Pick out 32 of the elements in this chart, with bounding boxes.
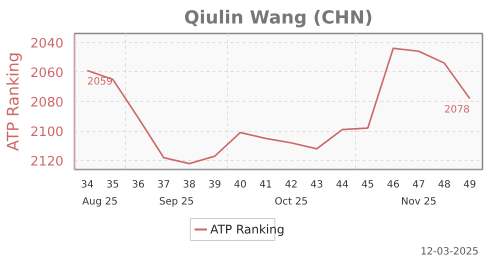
x-tick-label: 42 [284, 180, 298, 190]
x-tick-label: 34 [80, 180, 94, 190]
y-axis-title: ATP Ranking [3, 52, 22, 151]
x-tick-label: 46 [386, 180, 400, 190]
x-tick-label: 47 [412, 180, 426, 190]
x-tick-label: 43 [310, 180, 324, 190]
data-label: 2059 [87, 76, 113, 88]
x-tick-label: 39 [208, 180, 222, 190]
x-tick-label: 38 [182, 180, 196, 190]
legend-label: ATP Ranking [210, 222, 284, 236]
x-tick-label: 41 [259, 180, 272, 190]
y-tick-label: 2100 [30, 125, 64, 140]
text: Aug 25 [82, 196, 118, 208]
text: Sep 25 [159, 196, 194, 208]
x-tick-label: 48 [438, 180, 451, 190]
data-label: 2078 [444, 104, 470, 116]
line-series [86, 47, 471, 164]
x-tick-label: 45 [361, 180, 374, 190]
x-tick-label: 37 [157, 180, 170, 190]
text: Oct 25 [274, 196, 308, 208]
x-tick-label: 35 [106, 180, 120, 190]
text: 12-03-2025 [420, 246, 479, 258]
x-tick-label: 49 [463, 180, 476, 190]
y-tick-label: 2120 [30, 154, 64, 170]
x-tick-label: 44 [336, 180, 349, 190]
x-tick-label: 36 [132, 180, 145, 190]
y-tick-label: 2060 [30, 66, 64, 81]
y-tick-label: 2080 [30, 96, 64, 110]
y-tick-label: 2040 [30, 36, 64, 52]
chart-title: Qiulin Wang (CHN) [184, 8, 373, 28]
text: Nov 25 [401, 196, 436, 208]
x-tick-label: 40 [234, 180, 247, 190]
